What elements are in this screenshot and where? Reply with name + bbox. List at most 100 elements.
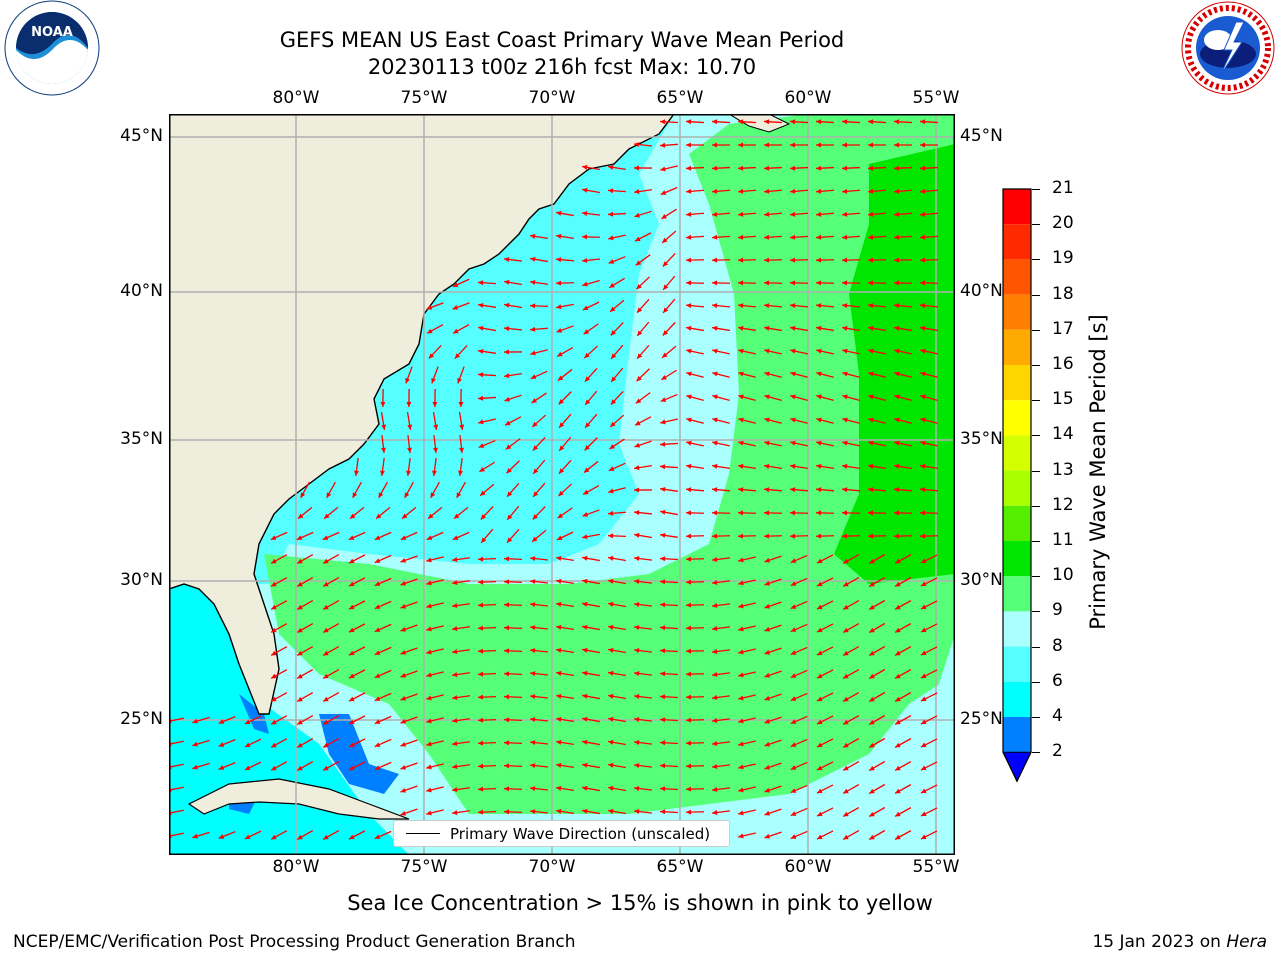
wave-direction-arrow [815, 303, 835, 309]
wave-direction-arrow [452, 531, 470, 541]
lat-tick-label-left: 30°N [120, 570, 163, 590]
wave-direction-arrow [400, 739, 418, 747]
wave-direction-arrow [244, 738, 262, 748]
wave-direction-arrow [685, 257, 705, 263]
colorbar-tick-label: 6 [1052, 670, 1063, 691]
wave-direction-arrow [737, 533, 757, 539]
wave-direction-arrow [659, 671, 679, 677]
wave-direction-arrows [166, 119, 939, 841]
wave-direction-arrow [711, 672, 731, 677]
wave-direction-arrow [790, 463, 808, 470]
wave-direction-arrow [815, 119, 835, 125]
wave-direction-arrow [374, 692, 392, 702]
wave-direction-arrow [712, 325, 730, 332]
wave-direction-arrow [764, 808, 782, 816]
wave-direction-arrow [556, 693, 574, 700]
wave-direction-arrow [893, 211, 913, 217]
wave-direction-arrow [685, 188, 705, 194]
wave-direction-arrow [867, 257, 887, 263]
wave-direction-arrow [686, 463, 704, 470]
wave-direction-arrow [432, 412, 439, 430]
lon-tick-label-top: 70°W [528, 88, 576, 108]
wave-direction-arrow [477, 763, 497, 769]
wave-direction-arrow [478, 325, 496, 332]
wave-direction-arrow [763, 234, 783, 240]
wave-direction-arrow [738, 809, 756, 816]
colorbar-tick-label: 8 [1052, 635, 1063, 656]
wave-direction-arrow [842, 715, 860, 725]
wave-direction-arrow [406, 388, 412, 408]
wave-direction-arrow [608, 670, 626, 677]
wave-direction-arrow [764, 739, 782, 747]
colorbar-tick-mark [1032, 470, 1040, 472]
wave-direction-arrow [842, 440, 860, 447]
wave-direction-arrow [738, 556, 756, 563]
wave-direction-arrow [532, 436, 546, 452]
wave-direction-arrow [348, 646, 366, 656]
wave-direction-arrow [816, 577, 834, 587]
chart-title: GEFS MEAN US East Coast Primary Wave Mea… [279, 28, 845, 52]
wave-direction-arrow [790, 646, 808, 656]
wave-direction-arrow [738, 832, 756, 839]
wave-direction-arrow [504, 416, 522, 426]
colorbar-segment [1003, 646, 1031, 682]
wave-direction-arrow [634, 464, 652, 471]
wave-direction-arrow [477, 694, 497, 700]
wave-direction-arrow [452, 278, 470, 288]
wave-direction-arrow [583, 460, 599, 474]
wave-direction-arrow [607, 510, 627, 516]
wave-direction-arrow [790, 600, 808, 610]
wave-direction-arrow [270, 830, 288, 840]
wave-direction-arrow [296, 599, 314, 611]
wave-direction-arrow [686, 371, 704, 378]
wave-direction-arrow [867, 510, 887, 516]
wave-direction-arrow [764, 716, 782, 724]
wave-direction-arrow [764, 624, 782, 632]
wave-direction-arrow [426, 602, 444, 609]
wave-direction-arrow [478, 418, 496, 425]
wave-direction-arrow [608, 234, 626, 241]
wave-direction-arrow [867, 280, 887, 286]
wave-direction-arrow [738, 648, 756, 655]
wave-direction-arrow [919, 303, 939, 309]
wave-direction-arrow [711, 119, 731, 125]
wave-direction-arrow [659, 717, 679, 723]
wave-direction-arrow [556, 762, 574, 769]
wave-direction-arrow [270, 692, 288, 702]
wave-direction-arrow [400, 785, 418, 793]
wave-direction-arrow [841, 119, 861, 125]
wave-direction-arrow [763, 533, 783, 539]
wave-direction-arrow [659, 809, 679, 815]
colorbar-tick-mark [1032, 224, 1040, 226]
wave-direction-arrow [610, 390, 624, 406]
wave-direction-arrow [737, 142, 757, 148]
wave-direction-arrow [530, 370, 548, 380]
wave-direction-arrow [868, 440, 886, 447]
wave-direction-arrow [635, 254, 651, 266]
wave-direction-arrow [503, 717, 523, 723]
wave-direction-arrow [737, 234, 757, 240]
wave-direction-arrow [451, 787, 471, 793]
wave-direction-arrow [738, 325, 756, 332]
wave-direction-arrow [608, 762, 626, 769]
wave-direction-arrow [529, 625, 549, 631]
lat-tick-label-left: 45°N [120, 126, 163, 146]
wave-direction-arrow [192, 762, 210, 770]
wave-direction-arrow [556, 601, 574, 608]
wave-direction-arrow [506, 528, 520, 544]
wave-direction-arrow [659, 556, 679, 562]
wave-direction-arrow [789, 510, 809, 516]
wave-direction-arrow [582, 301, 600, 311]
wave-direction-arrow [479, 461, 495, 473]
wave-direction-arrow [842, 417, 860, 424]
wave-direction-arrow [867, 211, 887, 217]
wave-direction-arrow [816, 669, 834, 679]
colorbar-tick-mark [1032, 611, 1040, 613]
wave-direction-arrow [841, 188, 861, 194]
wave-direction-arrow [430, 481, 440, 499]
wave-direction-arrow [816, 440, 834, 447]
wave-direction-arrow [451, 672, 471, 678]
colorbar-segment [1003, 541, 1031, 577]
wave-direction-arrow [584, 367, 598, 383]
lon-tick-label-bottom: 60°W [784, 857, 832, 877]
